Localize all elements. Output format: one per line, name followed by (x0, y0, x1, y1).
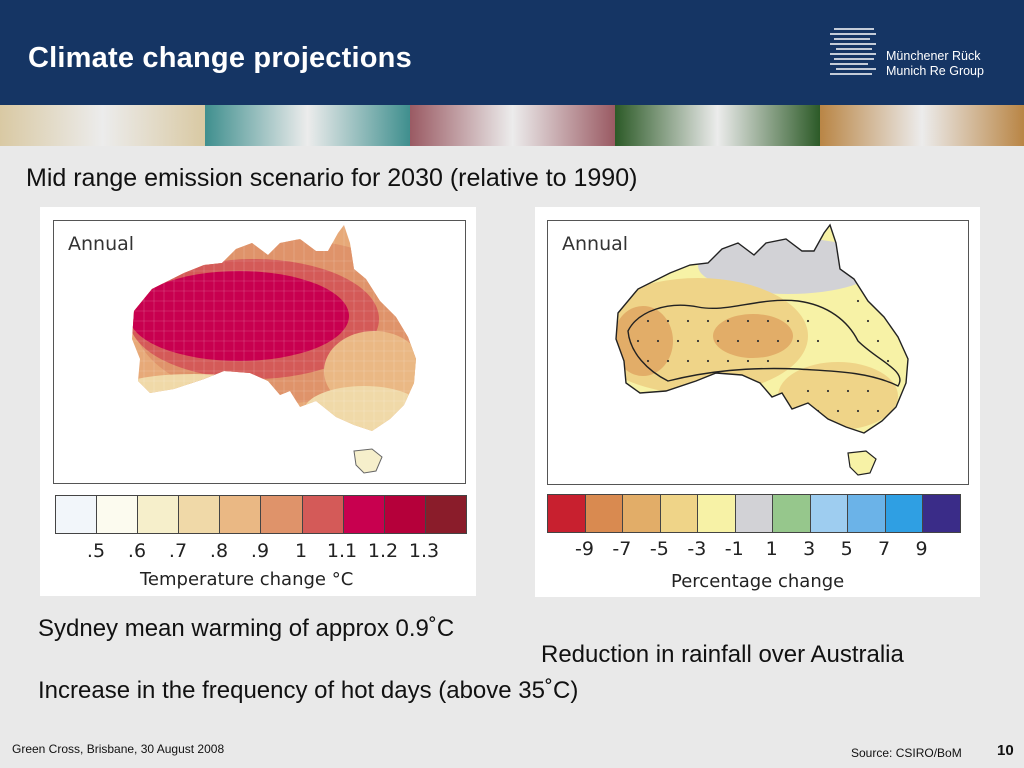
footer-event: Green Cross, Brisbane, 30 August 2008 (12, 742, 225, 756)
banner-photo-uluru (410, 105, 615, 146)
temperature-legend-swatch (220, 496, 262, 533)
sydney-warming-text: Sydney mean warming of approx 0.9˚C (38, 615, 455, 642)
rainfall-legend-swatch (735, 495, 774, 532)
rainfall-legend-swatch (923, 495, 961, 532)
page-title: Climate change projections (28, 42, 412, 74)
rainfall-legend-swatch (698, 495, 736, 532)
rainfall-legend-swatch (773, 495, 811, 532)
rainfall-legend-swatch (848, 495, 886, 532)
rainfall-map-label: Annual (562, 233, 629, 255)
temperature-legend-tick-label: .7 (168, 540, 188, 562)
banner-photo-opera-house (0, 105, 205, 146)
rainfall-legend-tick-label: 9 (915, 538, 928, 560)
temperature-legend-swatch (97, 496, 139, 533)
temperature-legend-swatch (302, 496, 344, 533)
rainfall-legend-tick-label: 5 (840, 538, 853, 560)
temperature-map-label: Annual (68, 233, 135, 255)
temperature-legend-swatch (138, 496, 180, 533)
temperature-legend-tick-label: .9 (250, 540, 270, 562)
banner-photo-forest (615, 105, 820, 146)
temperature-legend-tick-label: .8 (209, 540, 229, 562)
footer-source: Source: CSIRO/BoM (851, 746, 962, 760)
rainfall-legend-swatch (660, 495, 699, 532)
temperature-legend-swatch (425, 496, 466, 533)
temperature-legend-swatch (56, 496, 98, 533)
rainfall-legend-colorbar (547, 494, 961, 533)
temperature-legend-ticks: .5 .6 .7 .8 .9 1 1.1 1.2 1.3 (55, 540, 465, 564)
temperature-map-graphic (132, 225, 416, 474)
banner-photo-desert (820, 105, 1024, 146)
temperature-map: Annual (53, 220, 466, 484)
temperature-legend-tick-label: .6 (127, 540, 147, 562)
rainfall-map-graphic (615, 223, 909, 476)
temperature-legend-colorbar (55, 495, 467, 534)
temperature-map-panel: Annual .5 .6 .7 .8 .9 1 1.1 1.2 1.3 Temperature … (40, 207, 476, 596)
company-logo: Münchener Rück Munich Re Group (828, 26, 1008, 78)
rainfall-map-panel: Annual -9 -7 -5 -3 -1 1 3 5 7 9 Percentage change (535, 207, 980, 597)
temperature-legend-swatch (384, 496, 426, 533)
rainfall-legend-tick-label: 3 (803, 538, 816, 560)
temperature-legend-tick-label: 1.2 (367, 540, 399, 562)
header-bar: Climate change projections Münchener Rüc… (0, 0, 1024, 105)
rainfall-legend-ticks: -9 -7 -5 -3 -1 1 3 5 7 9 (547, 538, 959, 562)
rainfall-legend-swatch (585, 495, 624, 532)
rainfall-legend-swatch (885, 495, 924, 532)
temperature-legend-tick-label: 1.1 (326, 540, 358, 562)
temperature-legend-swatch (343, 496, 385, 533)
page-number: 10 (997, 742, 1014, 759)
temperature-legend-swatch (179, 496, 221, 533)
temperature-legend-swatch (261, 496, 303, 533)
hot-days-text: Increase in the frequency of hot days (a… (38, 677, 579, 704)
temperature-legend-tick-label: 1.3 (408, 540, 440, 562)
rainfall-legend-tick-label: -7 (612, 538, 632, 560)
rainfall-legend-tick-label: -1 (724, 538, 744, 560)
rainfall-legend-tick-label: -3 (687, 538, 707, 560)
rainfall-map: Annual (547, 220, 969, 485)
rainfall-legend-tick-label: -9 (574, 538, 594, 560)
rainfall-legend-swatch (623, 495, 661, 532)
rainfall-legend-tick-label: 7 (878, 538, 891, 560)
banner-photo-strip (0, 105, 1024, 146)
logo-text-line2: Munich Re Group (886, 64, 984, 78)
logo-text-line1: Münchener Rück (886, 49, 981, 63)
temperature-legend-tick-label: .5 (86, 540, 106, 562)
rainfall-legend-tick-label: 1 (765, 538, 778, 560)
rainfall-legend-swatch (810, 495, 849, 532)
munich-re-logo-icon (830, 28, 876, 75)
rainfall-reduction-text: Reduction in rainfall over Australia (541, 641, 904, 668)
slide-subtitle: Mid range emission scenario for 2030 (re… (26, 164, 638, 192)
rainfall-legend-swatch (548, 495, 586, 532)
banner-photo-reef (205, 105, 410, 146)
rainfall-axis-title: Percentage change (671, 571, 845, 592)
rainfall-legend-tick-label: -5 (649, 538, 669, 560)
temperature-axis-title: Temperature change °C (140, 569, 354, 590)
temperature-legend-tick-label: 1 (294, 540, 308, 562)
